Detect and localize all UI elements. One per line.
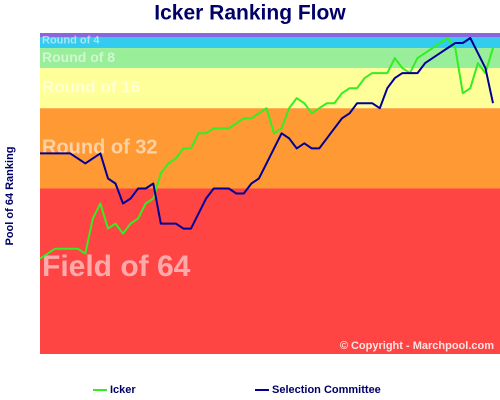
top-strip: [40, 33, 500, 37]
band-label: Field of 64: [42, 250, 191, 283]
series-line: [40, 37, 494, 230]
band-label: Round of 16: [42, 78, 140, 97]
credit: © Copyright - Marchpool.com: [340, 340, 494, 352]
chart-title: Icker Ranking Flow: [154, 2, 346, 25]
legend-label: Icker: [110, 384, 136, 396]
band-label: Round of 32: [42, 137, 158, 159]
band: [40, 68, 500, 109]
legend: Icker Selection Committee: [93, 384, 381, 396]
band-label: Round of 4: [42, 34, 100, 46]
bands: Round of 4 Round of 8 Round of 16 Round of …: [40, 33, 500, 354]
band-label: Round of 8: [42, 49, 115, 65]
band: [40, 188, 500, 354]
lines: [39, 37, 494, 260]
band: [40, 48, 500, 69]
legend-label: Selection Committee: [272, 384, 381, 396]
series-line: [39, 37, 494, 260]
y-axis-label: Pool of 64 Ranking: [4, 146, 16, 245]
